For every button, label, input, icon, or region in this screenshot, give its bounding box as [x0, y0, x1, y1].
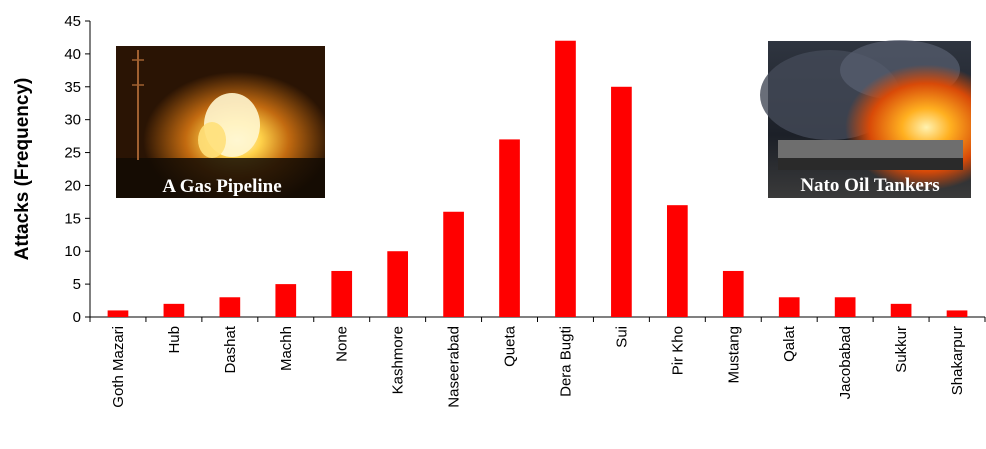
category-label: None: [334, 326, 351, 362]
x-axis-ticks: [89, 317, 986, 322]
bar: [163, 303, 185, 317]
y-tick-label: 35: [64, 79, 81, 96]
bar: [555, 40, 576, 317]
category-label: Pir Kho: [669, 326, 686, 375]
oil-tankers-caption: Nato Oil Tankers: [800, 175, 939, 196]
category-label: Sukkur: [893, 326, 910, 373]
y-tick-label: 0: [73, 309, 81, 326]
bar: [443, 211, 464, 317]
category-label: Dashat: [222, 325, 239, 373]
y-tick-label: 15: [64, 210, 81, 227]
y-tick-label: 40: [64, 46, 81, 63]
bar: [275, 284, 297, 317]
bar: [499, 139, 520, 317]
bar: [611, 86, 632, 318]
bar: [890, 303, 912, 317]
y-axis-ticks: 0 5 10 15 20 25 30 35 40 45: [64, 13, 90, 326]
category-label: Naseerabad: [446, 326, 463, 408]
category-label: Mustang: [725, 326, 742, 384]
y-tick-label: 10: [64, 243, 81, 260]
bar: [778, 297, 800, 317]
oil-tankers-photo: Nato Oil Tankers: [760, 40, 971, 198]
bar: [219, 297, 241, 317]
category-label: Goth Mazari: [110, 326, 127, 408]
bar: [946, 310, 968, 317]
bar: [107, 310, 129, 317]
category-label: Queta: [502, 325, 519, 367]
gas-pipeline-caption: A Gas Pipeline: [162, 176, 281, 197]
category-label: Machh: [278, 326, 295, 371]
category-labels: Goth Mazari Hub Dashat Machh None Kashmore Nas…: [110, 325, 966, 408]
y-tick-label: 20: [64, 177, 81, 194]
category-label: Jacobabad: [837, 326, 854, 399]
bar: [331, 270, 353, 317]
category-label: Dera Bugti: [557, 326, 574, 397]
category-label: Sui: [613, 326, 630, 348]
y-tick-label: 30: [64, 112, 81, 129]
category-label: Shakarpur: [949, 326, 966, 395]
y-tick-label: 45: [64, 13, 81, 30]
bar: [722, 270, 744, 317]
category-label: Kashmore: [390, 326, 407, 394]
gas-pipeline-photo: A Gas Pipeline: [116, 46, 325, 198]
y-tick-label: 5: [73, 276, 81, 293]
bar: [666, 205, 688, 317]
category-label: Qalat: [781, 325, 798, 362]
bars: [107, 40, 968, 318]
bar: [387, 251, 409, 317]
bar: [834, 297, 856, 317]
category-label: Hub: [166, 326, 183, 354]
y-axis-label: Attacks (Frequency): [12, 78, 33, 261]
y-tick-label: 25: [64, 145, 81, 162]
